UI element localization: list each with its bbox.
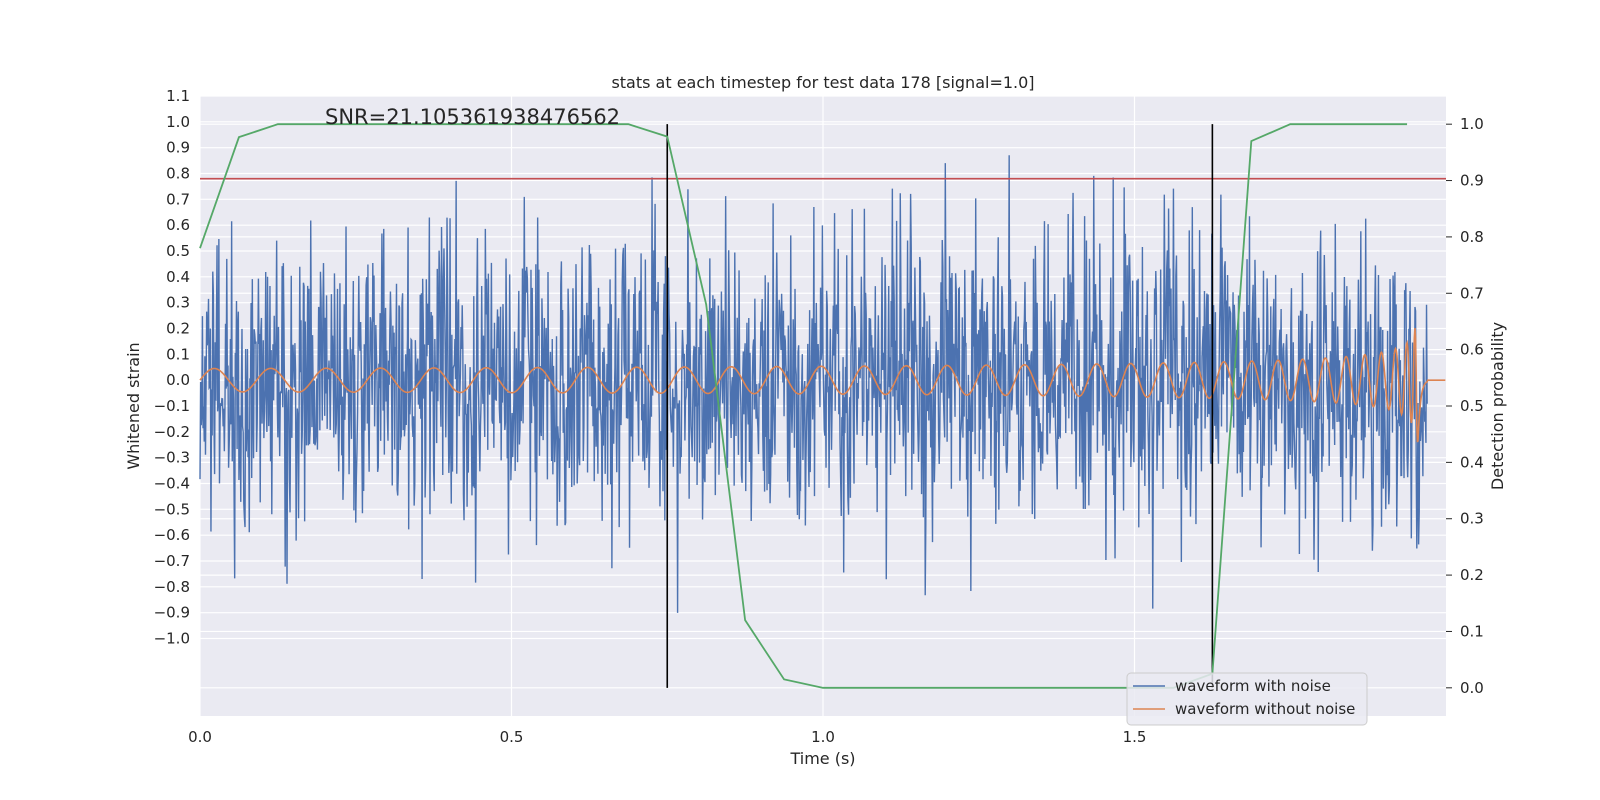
y-left-axis-label: Whitened strain	[124, 342, 143, 469]
x-tick-label-3: 1.5	[1123, 728, 1147, 746]
legend: waveform with noise waveform without noi…	[1126, 672, 1368, 726]
y-right-tick-label-1: 0.9	[1460, 172, 1484, 190]
y-right-tick-label-5: 0.5	[1460, 397, 1484, 415]
y-left-tick-label-19: −0.8	[154, 578, 190, 596]
y-left-tick-label-6: 0.5	[166, 242, 190, 260]
x-tick-label-2: 1.0	[811, 728, 835, 746]
legend-box	[1126, 672, 1368, 726]
line-waveform-without-noise	[199, 328, 1446, 443]
y-right-tick-label-4: 0.6	[1460, 341, 1484, 359]
y-left-tick-label-0: 1.1	[166, 87, 190, 105]
y-left-tick-label-10: 0.1	[166, 345, 190, 363]
y-left-tick-label-3: 0.8	[166, 165, 190, 183]
y-right-axis-ticks: 1.0 0.9 0.8 0.7 0.6 0.5 0.4 0.3 0.2 0.1 0.0	[1446, 115, 1484, 697]
y-right-tick-label-7: 0.3	[1460, 510, 1484, 528]
chart-title: stats at each timestep for test data 178…	[611, 73, 1034, 92]
y-left-tick-label-13: −0.2	[154, 423, 190, 441]
legend-label-waveform-with-noise: waveform with noise	[1175, 677, 1331, 695]
y-left-tick-label-12: −0.1	[154, 397, 190, 415]
y-right-tick-label-0: 1.0	[1460, 115, 1484, 133]
y-right-tick-label-6: 0.4	[1460, 453, 1484, 471]
x-axis-ticks: 0.0 0.5 1.0 1.5	[188, 728, 1146, 746]
x-tick-label-0: 0.0	[188, 728, 212, 746]
y-right-tick-label-9: 0.1	[1460, 622, 1484, 640]
y-left-tick-label-18: −0.7	[154, 552, 190, 570]
series-waveform-with-noise	[199, 155, 1428, 613]
legend-label-waveform-without-noise: waveform without noise	[1175, 700, 1355, 718]
y-left-tick-label-7: 0.4	[166, 268, 190, 286]
y-right-tick-label-2: 0.8	[1460, 228, 1484, 246]
y-left-tick-label-15: −0.4	[154, 475, 190, 493]
y-right-axis-label: Detection probability	[1488, 322, 1507, 490]
y-right-tick-label-3: 0.7	[1460, 284, 1484, 302]
snr-annotation: SNR=21.105361938476562	[325, 105, 620, 129]
y-right-tick-label-8: 0.2	[1460, 566, 1484, 584]
y-left-tick-label-8: 0.3	[166, 294, 190, 312]
y-left-tick-label-2: 0.9	[166, 139, 190, 157]
reference-lines	[200, 124, 1446, 688]
y-left-tick-label-21: −1.0	[154, 630, 190, 648]
y-left-tick-label-4: 0.7	[166, 190, 190, 208]
y-right-tick-label-10: 0.0	[1460, 679, 1484, 697]
series-waveform-without-noise	[199, 328, 1446, 443]
y-left-axis-ticks: 1.1 1.0 0.9 0.8 0.7 0.6 0.5 0.4 0.3 0.2 0.1 0.0 −0.1…	[154, 87, 190, 648]
y-left-tick-label-9: 0.2	[166, 320, 190, 338]
y-left-tick-label-1: 1.0	[166, 113, 190, 131]
y-left-tick-label-14: −0.3	[154, 449, 190, 467]
y-left-tick-label-20: −0.9	[154, 604, 190, 622]
line-waveform-with-noise	[199, 155, 1428, 613]
y-left-tick-label-5: 0.6	[166, 216, 190, 234]
x-tick-label-1: 0.5	[500, 728, 524, 746]
y-left-tick-label-16: −0.5	[154, 500, 190, 518]
x-axis-label: Time (s)	[789, 749, 855, 768]
y-left-tick-label-17: −0.6	[154, 526, 190, 544]
y-left-tick-label-11: 0.0	[166, 371, 190, 389]
